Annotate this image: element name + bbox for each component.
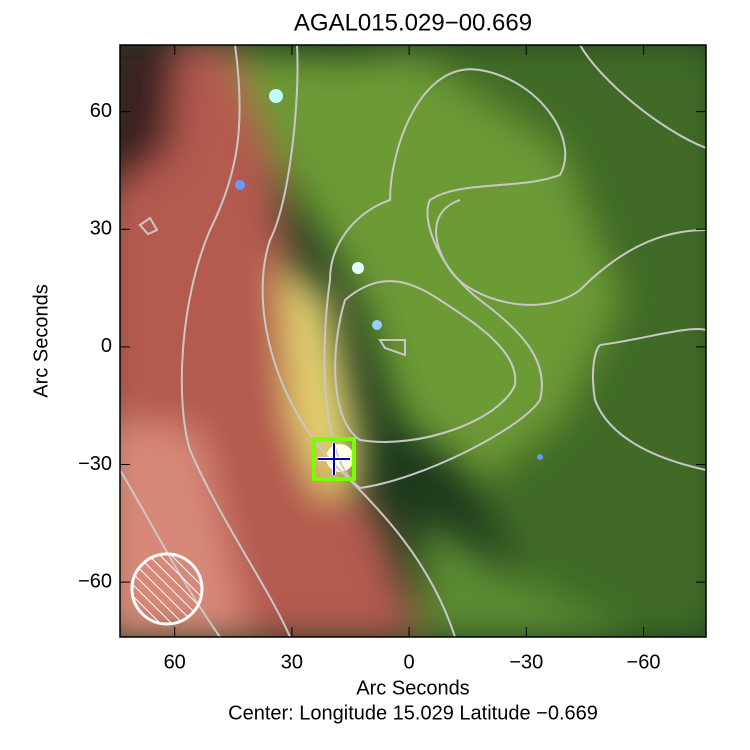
plot-frame — [119, 44, 707, 638]
x-tick-label: 30 — [281, 651, 303, 673]
chart-title: AGAL015.029−00.669 — [294, 9, 532, 36]
x-tick-label: 60 — [164, 651, 186, 673]
sky-image — [120, 45, 706, 637]
x-axis-label: Arc Seconds — [356, 677, 469, 699]
caption: Center: Longitude 15.029 Latitude −0.669 — [228, 702, 598, 724]
x-tick-label: −30 — [509, 651, 543, 673]
y-axis-label: Arc Seconds — [30, 284, 52, 397]
beam — [130, 552, 204, 626]
y-tick-label: 30 — [90, 218, 112, 240]
source-marker — [312, 437, 356, 481]
x-tick-label: −60 — [627, 651, 661, 673]
y-tick-label: −60 — [78, 570, 112, 592]
y-tick-label: 0 — [101, 335, 112, 357]
y-tick-label: 60 — [90, 100, 112, 122]
x-tick-label: 0 — [404, 651, 415, 673]
y-tick-label: −30 — [78, 453, 112, 475]
